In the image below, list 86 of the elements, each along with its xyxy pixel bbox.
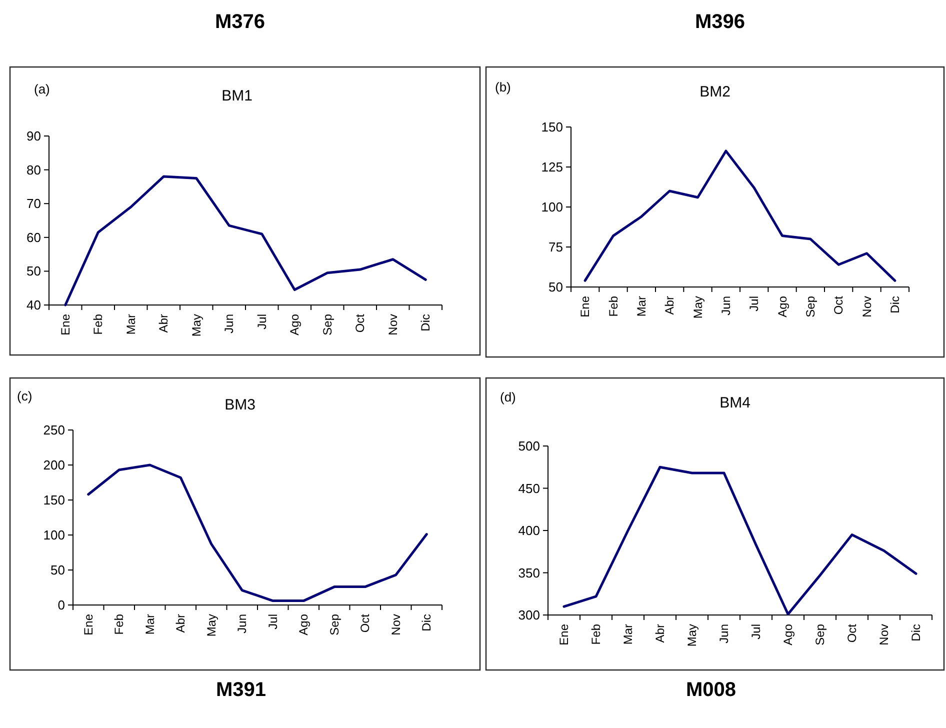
x-tick-label: Oct: [832, 295, 846, 315]
x-tick-label: Jul: [266, 614, 280, 630]
x-tick-label: May: [189, 314, 204, 337]
x-tick-label: May: [690, 296, 705, 319]
y-tick-label: 70: [26, 196, 41, 212]
x-tick-label: Oct: [845, 623, 859, 643]
line-series: [87, 464, 428, 602]
y-tick-label: 100: [43, 528, 65, 542]
x-tick-label: Jul: [747, 296, 762, 312]
x-tick-label: Abr: [653, 624, 667, 643]
x-tick-label: Abr: [662, 296, 677, 315]
x-tick-label: Oct: [353, 313, 368, 333]
y-tick-label: 50: [26, 264, 41, 279]
x-tick-label: Mar: [124, 314, 138, 335]
line-series: [562, 466, 918, 616]
x-tick-label: Feb: [91, 314, 106, 335]
x-tick-label: Feb: [606, 296, 620, 317]
y-tick-label: 200: [43, 458, 65, 472]
x-tick-label: Nov: [860, 296, 874, 318]
x-tick-label: Jun: [222, 314, 236, 334]
text: (d): [500, 390, 516, 404]
y-tick-label: 60: [26, 230, 41, 245]
y-tick-label: 50: [548, 280, 563, 294]
x-tick-label: Sep: [327, 614, 342, 636]
x-tick-label: Dic: [418, 314, 433, 332]
x-tick-label: Mar: [142, 614, 157, 635]
y-tick-label: 350: [518, 565, 540, 580]
x-tick-label: Ago: [775, 296, 790, 318]
x-tick-label: Feb: [589, 624, 603, 645]
y-tick-label: 40: [26, 298, 41, 312]
y-tick-label: 75: [548, 240, 563, 254]
x-tick-label: Ene: [578, 296, 592, 318]
x-tick-label: Mar: [634, 296, 648, 317]
y-tick-label: 50: [50, 562, 65, 578]
x-tick-label: Sep: [813, 624, 827, 646]
x-tick-label: Sep: [320, 314, 334, 336]
text: (c): [17, 388, 32, 404]
x-tick-label: Ene: [58, 314, 72, 336]
x-tick-label: Nov: [877, 624, 891, 646]
x-tick-label: Ago: [296, 614, 311, 636]
text: M008: [686, 679, 736, 701]
text: M391: [216, 679, 266, 701]
x-tick-label: Feb: [112, 614, 126, 635]
chart-title: BM1: [222, 88, 252, 104]
x-tick-label: Oct: [358, 613, 372, 633]
x-tick-label: Abr: [156, 314, 171, 333]
chart-title: BM3: [224, 396, 256, 414]
x-tick-label: Jun: [235, 614, 250, 634]
x-tick-label: Ene: [81, 614, 96, 636]
y-tick-label: 300: [518, 608, 540, 622]
y-tick-label: 150: [541, 120, 563, 134]
y-tick-label: 500: [518, 438, 540, 454]
x-tick-label: Dic: [888, 296, 902, 314]
chart-subtitle: M376: [214, 11, 266, 33]
y-tick-label: 100: [541, 200, 563, 214]
chart-title: BM2: [700, 84, 730, 100]
y-tick-label: 250: [43, 422, 65, 438]
x-tick-label: Abr: [174, 614, 188, 633]
x-tick-label: Jul: [254, 314, 269, 330]
x-tick-label: May: [204, 614, 218, 637]
y-tick-label: 0: [58, 598, 65, 612]
x-tick-label: Nov: [388, 614, 403, 636]
x-tick-label: May: [685, 624, 699, 647]
x-tick-label: Dic: [420, 614, 434, 632]
line-series: [584, 150, 896, 282]
y-tick-label: 400: [518, 523, 540, 538]
x-tick-label: Ene: [557, 624, 571, 646]
x-tick-label: Jul: [749, 624, 763, 640]
x-tick-label: Jun: [718, 296, 733, 316]
x-tick-label: Ago: [288, 314, 302, 336]
x-tick-label: Mar: [621, 624, 635, 645]
y-tick-label: 80: [26, 162, 41, 178]
y-tick-label: 125: [541, 160, 563, 174]
line-series: [64, 175, 427, 306]
x-tick-label: Nov: [386, 314, 400, 336]
y-tick-label: 90: [26, 128, 41, 144]
chart-subtitle: M396: [694, 11, 746, 33]
x-tick-label: Jun: [717, 624, 731, 644]
y-tick-label: 450: [518, 480, 540, 496]
text: (a): [34, 82, 50, 96]
x-tick-label: Ago: [781, 624, 795, 646]
chart-title: BM4: [720, 394, 750, 412]
y-tick-label: 150: [43, 492, 65, 508]
x-tick-label: Sep: [803, 296, 818, 318]
x-tick-label: Dic: [909, 624, 923, 642]
text: (b): [495, 80, 511, 94]
